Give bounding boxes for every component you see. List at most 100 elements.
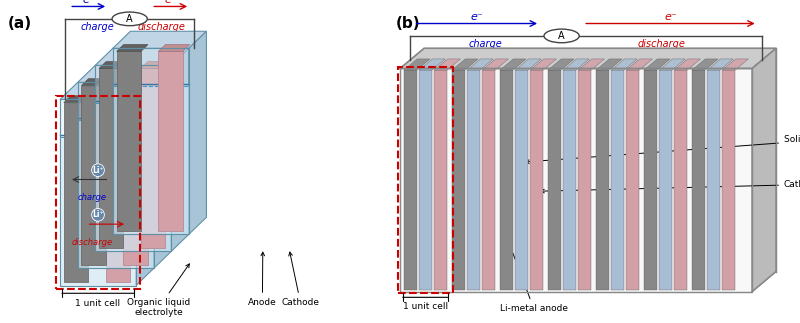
Polygon shape [548,70,561,290]
Bar [56,96,140,289]
Polygon shape [596,59,622,70]
Polygon shape [452,70,465,290]
Polygon shape [113,86,189,234]
Polygon shape [467,59,493,70]
Polygon shape [674,70,687,290]
Polygon shape [548,59,574,70]
Text: e⁻: e⁻ [470,12,483,22]
Polygon shape [434,70,447,290]
Polygon shape [404,70,417,290]
Polygon shape [596,70,609,290]
Polygon shape [400,48,776,68]
Text: charge: charge [469,39,502,49]
Polygon shape [674,59,701,70]
Polygon shape [123,79,154,86]
Text: e⁻: e⁻ [164,0,177,5]
Polygon shape [171,48,189,251]
Polygon shape [722,70,735,290]
Text: discharge: discharge [138,22,186,32]
Polygon shape [752,48,776,292]
Polygon shape [644,59,670,70]
Circle shape [544,29,579,43]
Text: Solid electrolyte: Solid electrolyte [526,135,800,163]
Text: e⁻: e⁻ [664,12,677,22]
Polygon shape [482,70,495,290]
Polygon shape [64,103,88,282]
Text: Li⁺: Li⁺ [92,210,104,219]
Text: Anode: Anode [248,252,277,307]
Text: charge: charge [78,193,106,203]
Polygon shape [95,103,171,251]
Polygon shape [136,82,154,286]
Polygon shape [419,70,432,290]
Text: 1 unit cell: 1 unit cell [402,302,448,311]
Polygon shape [530,59,557,70]
Polygon shape [158,51,182,231]
Polygon shape [117,45,148,51]
Polygon shape [722,59,749,70]
Polygon shape [154,65,171,268]
Text: 1 unit cell: 1 unit cell [75,299,121,308]
Polygon shape [707,70,720,290]
Polygon shape [563,59,590,70]
Polygon shape [578,70,591,290]
Polygon shape [500,59,526,70]
Text: discharge: discharge [71,238,113,247]
Text: Cathode: Cathode [282,252,319,307]
Polygon shape [400,68,752,292]
Polygon shape [99,68,123,248]
Polygon shape [515,59,542,70]
Text: discharge: discharge [638,39,686,49]
Polygon shape [611,59,638,70]
Polygon shape [452,59,478,70]
Polygon shape [578,59,605,70]
Polygon shape [659,70,672,290]
Polygon shape [78,120,154,268]
Polygon shape [141,68,165,248]
Text: e⁻: e⁻ [82,0,95,5]
Polygon shape [530,70,543,290]
Text: A: A [126,14,133,24]
Polygon shape [141,62,172,68]
Polygon shape [419,59,445,70]
Text: Cathode: Cathode [541,180,800,193]
Polygon shape [60,137,136,286]
Polygon shape [95,48,189,65]
Polygon shape [692,59,718,70]
Polygon shape [404,59,430,70]
Polygon shape [95,65,171,251]
Polygon shape [189,31,206,234]
Polygon shape [60,99,136,286]
Text: Organic liquid
electrolyte: Organic liquid electrolyte [127,264,190,317]
Polygon shape [64,96,95,103]
Polygon shape [78,65,171,82]
Text: Li⁺: Li⁺ [92,166,104,175]
Polygon shape [692,70,705,290]
Polygon shape [482,59,509,70]
Text: Li-metal anode: Li-metal anode [500,240,568,313]
Polygon shape [113,48,189,234]
Polygon shape [644,70,657,290]
Polygon shape [659,59,686,70]
Polygon shape [117,51,141,231]
Polygon shape [467,70,480,290]
Bar [398,67,453,293]
Polygon shape [611,70,624,290]
Polygon shape [563,70,576,290]
Polygon shape [707,59,734,70]
Circle shape [112,12,147,26]
Text: A: A [558,31,565,41]
Polygon shape [106,96,137,103]
Polygon shape [515,70,528,290]
Polygon shape [82,86,106,266]
Polygon shape [78,82,154,268]
Polygon shape [99,62,130,68]
Polygon shape [434,59,461,70]
Polygon shape [158,45,190,51]
Polygon shape [626,59,653,70]
Polygon shape [82,79,113,86]
Polygon shape [106,103,130,282]
Polygon shape [626,70,639,290]
Text: (b): (b) [396,16,421,31]
Text: (a): (a) [8,16,32,31]
